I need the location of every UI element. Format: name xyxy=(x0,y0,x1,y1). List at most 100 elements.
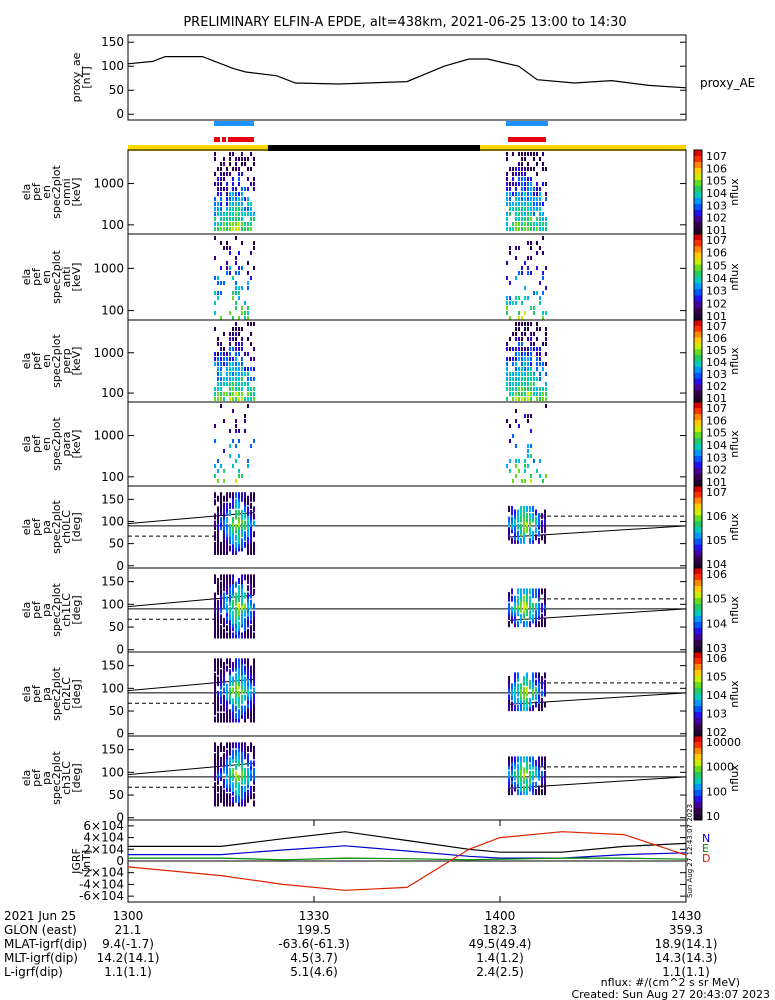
y-tick-label: 50 xyxy=(109,620,124,634)
pitch-angle-cell xyxy=(253,603,255,610)
spectrogram-cell xyxy=(253,357,255,361)
spectrogram-cell xyxy=(521,479,523,483)
pitch-angle-cell xyxy=(253,800,255,807)
pitch-angle-cell xyxy=(529,697,531,704)
spectrogram-cell xyxy=(527,207,529,211)
spectrogram-cell xyxy=(527,392,529,396)
pitch-angle-cell xyxy=(247,520,249,527)
ylabel-line: spec2plot xyxy=(50,250,63,304)
spectrogram-cell xyxy=(509,192,511,196)
spectrogram-cell xyxy=(238,182,240,186)
pitch-angle-cell xyxy=(217,760,219,767)
spectrogram-cell xyxy=(232,217,234,221)
pitch-angle-cell xyxy=(253,701,255,708)
pitch-angle-cell xyxy=(238,701,240,708)
spectrogram-cell xyxy=(542,217,544,221)
pitch-angle-cell xyxy=(217,621,219,628)
pitch-angle-cell xyxy=(247,628,249,635)
science-zone-blue xyxy=(506,121,548,126)
pitch-angle-cell xyxy=(235,665,237,672)
pitch-angle-cell xyxy=(220,492,222,499)
colorbar-band xyxy=(694,628,702,635)
colorbar-band xyxy=(694,658,702,665)
colorbar-band xyxy=(694,240,702,247)
pitch-angle-cell xyxy=(229,592,231,599)
spectrogram-cell xyxy=(512,372,514,376)
pitch-angle-cell xyxy=(241,760,243,767)
pitch-angle-cell xyxy=(229,610,231,617)
spectrogram-cell xyxy=(527,387,529,391)
spectrogram-cell xyxy=(512,332,514,336)
pitch-angle-cell xyxy=(217,691,219,698)
spectrogram-cell xyxy=(518,192,520,196)
pitch-angle-cell xyxy=(241,581,243,588)
spectrogram-cell xyxy=(238,362,240,366)
pitch-angle-cell xyxy=(247,760,249,767)
pitch-angle-cell xyxy=(220,658,222,665)
spectrogram-cell xyxy=(247,377,249,381)
colorbar-band xyxy=(694,390,702,397)
pitch-angle-cell xyxy=(517,606,519,613)
spectrogram-cell xyxy=(214,327,216,331)
pitch-angle-cell xyxy=(247,753,249,760)
colorbar-tick-label: 107 xyxy=(706,234,727,247)
pitch-angle-cell xyxy=(508,530,510,537)
spectrogram-cell xyxy=(506,296,508,300)
pitch-angle-cell xyxy=(241,709,243,716)
pitch-angle-cell xyxy=(532,774,534,781)
pitch-angle-cell xyxy=(244,603,246,610)
spectrogram-cell xyxy=(536,192,538,196)
spectrogram-cell xyxy=(521,392,523,396)
pitch-angle-cell xyxy=(226,588,228,595)
ylabel-line: para xyxy=(60,432,73,457)
spectrogram-cell xyxy=(229,367,231,371)
pitch-angle-cell xyxy=(520,513,522,520)
pitch-angle-cell xyxy=(514,690,516,697)
pitch-angle-cell xyxy=(214,603,216,610)
pitch-angle-cell xyxy=(229,793,231,800)
spectrogram-cell xyxy=(226,202,228,206)
spectrogram-cell xyxy=(235,362,237,366)
pitch-angle-cell xyxy=(229,698,231,705)
spectrogram-cell xyxy=(521,212,523,216)
pitch-angle-cell xyxy=(214,592,216,599)
pitch-angle-cell xyxy=(232,680,234,687)
pitch-angle-cell xyxy=(538,767,540,774)
spectrogram-cell xyxy=(539,207,541,211)
spectrogram-cell xyxy=(515,397,517,401)
spectrogram-cell xyxy=(238,342,240,346)
pitch-angle-cell xyxy=(508,602,510,609)
pitch-angle-cell xyxy=(229,502,231,509)
y-tick-label: 100 xyxy=(101,304,124,318)
spectrogram-cell xyxy=(232,362,234,366)
spectrogram-cell xyxy=(229,429,231,433)
ylabel-line: pa xyxy=(40,603,53,617)
spectrogram-cell xyxy=(515,337,517,341)
pitch-angle-cell xyxy=(232,520,234,527)
pitch-angle-cell xyxy=(217,665,219,672)
pitch-angle-cell xyxy=(253,793,255,800)
pitch-angle-cell xyxy=(241,585,243,592)
colorbar-tick-label: 105 xyxy=(706,344,727,357)
pitch-angle-cell xyxy=(220,789,222,796)
pitch-angle-cell xyxy=(214,607,216,614)
colorbar-tick-label: 105 xyxy=(706,671,727,684)
spectrogram-cell xyxy=(542,276,544,280)
pitch-angle-cell xyxy=(238,517,240,524)
pitch-angle-cell xyxy=(541,613,543,620)
colorbar-band xyxy=(694,527,702,534)
spectrogram-cell xyxy=(241,397,243,401)
pitch-angle-cell xyxy=(247,775,249,782)
pitch-angle-cell xyxy=(235,658,237,665)
spectrogram-cell xyxy=(509,197,511,201)
pitch-angle-cell xyxy=(250,698,252,705)
pitch-angle-cell xyxy=(220,628,222,635)
pitch-angle-cell xyxy=(508,705,510,712)
pitch-angle-cell xyxy=(232,541,234,548)
pitch-angle-cell xyxy=(241,596,243,603)
spectrogram-cell xyxy=(238,266,240,270)
colorbar-band xyxy=(694,361,702,368)
spectrogram-cell xyxy=(250,377,252,381)
